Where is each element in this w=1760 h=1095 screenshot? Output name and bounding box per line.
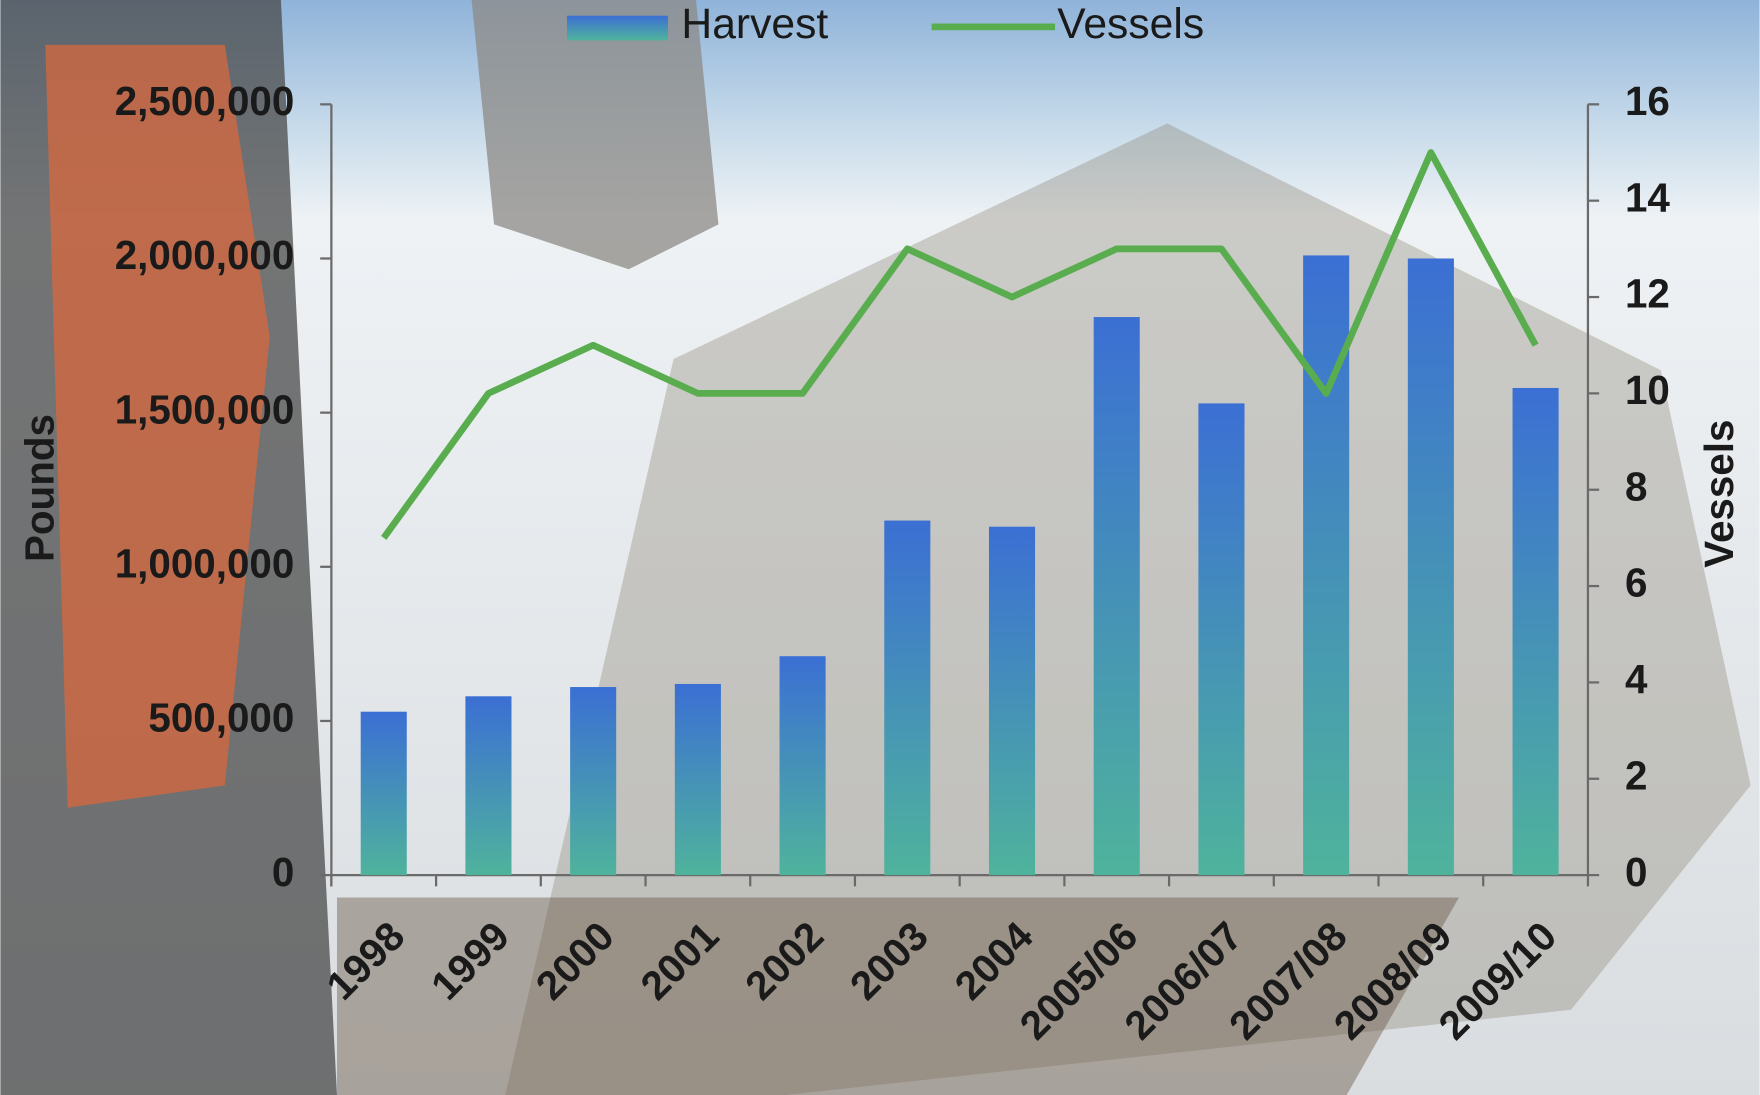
y2-tick-label: 16	[1625, 78, 1670, 124]
y-tick-label: 0	[272, 849, 294, 895]
y-tick-label: 1,000,000	[115, 540, 295, 586]
y2-tick-label: 12	[1625, 271, 1670, 317]
y2-tick-label: 6	[1625, 560, 1647, 606]
y-axis-title: Pounds	[17, 414, 63, 562]
line	[381, 149, 1539, 540]
bar	[1407, 258, 1454, 876]
legend-swatch	[566, 15, 668, 41]
y2-tick-label: 10	[1625, 367, 1670, 413]
bar	[360, 711, 407, 876]
bar	[1512, 387, 1559, 876]
y-tick-label: 1,500,000	[115, 386, 295, 432]
bar	[465, 696, 512, 876]
bar	[884, 520, 931, 876]
y2-tick-label: 14	[1625, 174, 1670, 220]
y2-tick-label: 8	[1625, 463, 1647, 509]
y2-tick-label: 0	[1625, 849, 1647, 895]
y2-tick-label: 2	[1625, 752, 1647, 798]
y-tick-label: 2,000,000	[115, 232, 295, 278]
y-tick-label: 2,500,000	[115, 78, 295, 124]
bar	[1198, 403, 1245, 876]
bar	[570, 687, 617, 876]
bar	[674, 683, 721, 876]
bar	[988, 526, 1036, 876]
legend-label: Vessels	[1057, 0, 1204, 48]
legend-label: Harvest	[681, 0, 828, 48]
bar	[1093, 317, 1140, 876]
y-tick-label: 500,000	[148, 695, 294, 741]
bar	[779, 656, 826, 876]
y2-tick-label: 4	[1625, 656, 1648, 702]
y2-axis-title: Vessels	[1696, 420, 1742, 568]
